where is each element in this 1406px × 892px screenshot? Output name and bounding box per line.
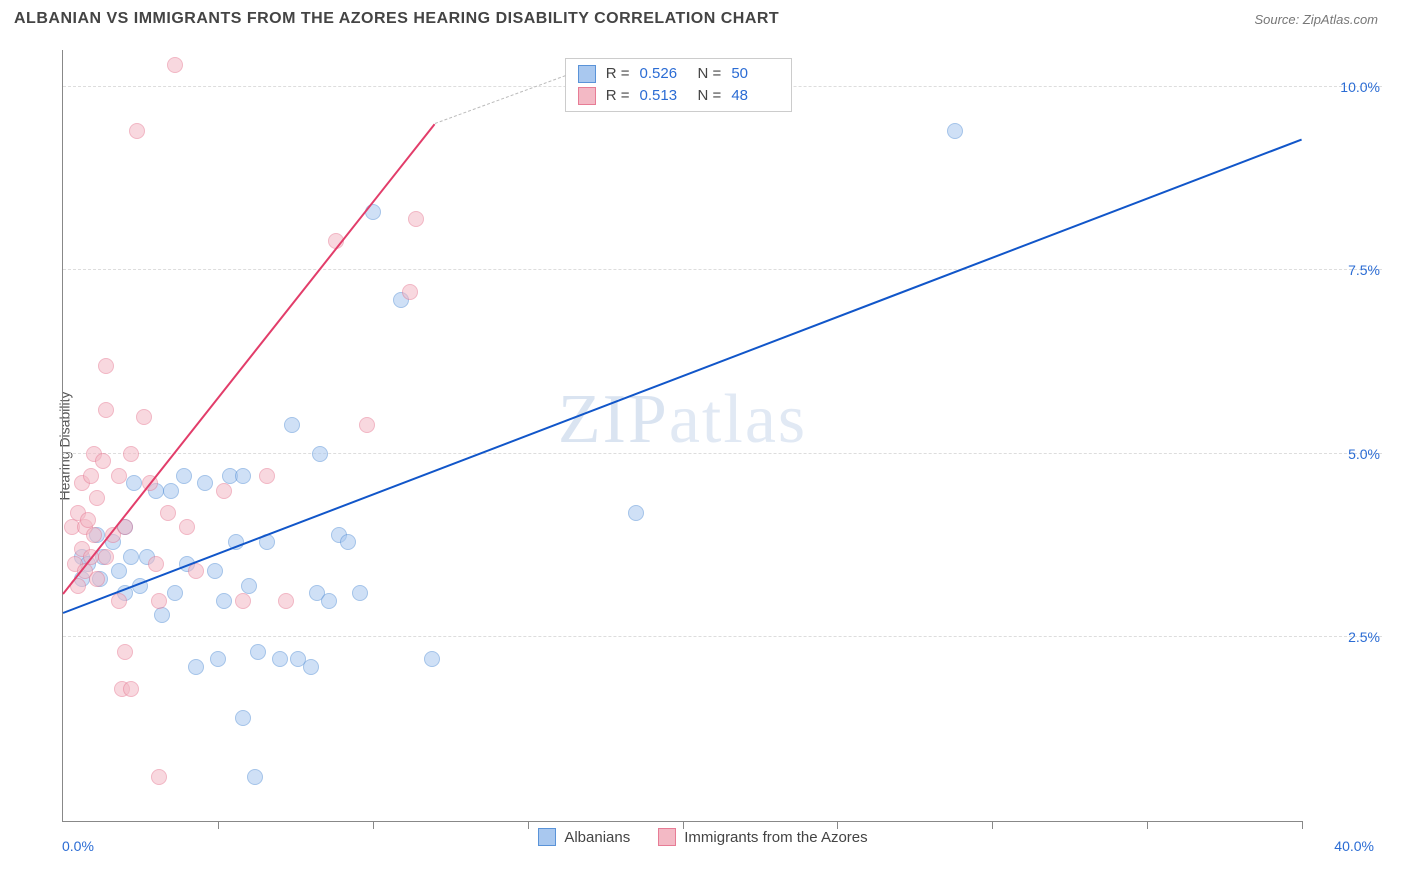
legend-swatch (538, 828, 556, 846)
data-point (424, 651, 440, 667)
data-point (111, 563, 127, 579)
data-point (148, 556, 164, 572)
legend-item: Immigrants from the Azores (658, 828, 867, 846)
chart-area: Hearing Disability ZIPatlas 2.5%5.0%7.5%… (14, 40, 1392, 852)
source-label: Source: ZipAtlas.com (1254, 12, 1378, 27)
data-point (352, 585, 368, 601)
data-point (117, 644, 133, 660)
data-point (947, 123, 963, 139)
gridline (63, 269, 1382, 270)
data-point (359, 417, 375, 433)
y-tick-label: 7.5% (1348, 262, 1380, 278)
y-tick-label: 5.0% (1348, 446, 1380, 462)
data-point (628, 505, 644, 521)
data-point (278, 593, 294, 609)
legend-label: Albanians (564, 829, 630, 846)
stat-n-label: N = (698, 87, 722, 104)
gridline (63, 636, 1382, 637)
data-point (167, 585, 183, 601)
data-point (241, 578, 257, 594)
data-point (176, 468, 192, 484)
data-point (123, 446, 139, 462)
data-point (216, 483, 232, 499)
data-point (123, 549, 139, 565)
stat-r-value: 0.526 (640, 65, 688, 82)
data-point (126, 475, 142, 491)
data-point (408, 211, 424, 227)
data-point (250, 644, 266, 660)
stat-n-value: 50 (731, 65, 779, 82)
data-point (111, 468, 127, 484)
data-point (235, 710, 251, 726)
data-point (197, 475, 213, 491)
connector-line (435, 76, 565, 125)
data-point (83, 468, 99, 484)
data-point (188, 563, 204, 579)
stats-row: R = 0.513 N = 48 (566, 85, 792, 107)
data-point (95, 453, 111, 469)
chart-title: ALBANIAN VS IMMIGRANTS FROM THE AZORES H… (14, 10, 779, 28)
stat-r-label: R = (606, 87, 630, 104)
stat-n-value: 48 (731, 87, 779, 104)
data-point (151, 769, 167, 785)
header: ALBANIAN VS IMMIGRANTS FROM THE AZORES H… (0, 0, 1406, 34)
legend-item: Albanians (538, 828, 630, 846)
data-point (216, 593, 232, 609)
data-point (247, 769, 263, 785)
y-tick-label: 2.5% (1348, 629, 1380, 645)
data-point (98, 549, 114, 565)
data-point (98, 358, 114, 374)
data-point (207, 563, 223, 579)
data-point (235, 468, 251, 484)
stat-r-label: R = (606, 65, 630, 82)
data-point (86, 527, 102, 543)
trend-line (62, 124, 435, 595)
data-point (259, 468, 275, 484)
data-point (136, 409, 152, 425)
data-point (272, 651, 288, 667)
data-point (321, 593, 337, 609)
data-point (80, 512, 96, 528)
data-point (154, 607, 170, 623)
data-point (123, 681, 139, 697)
data-point (235, 593, 251, 609)
stat-r-value: 0.513 (640, 87, 688, 104)
y-tick-label: 10.0% (1340, 79, 1380, 95)
legend-swatch (578, 87, 596, 105)
data-point (179, 519, 195, 535)
stats-row: R = 0.526 N = 50 (566, 63, 792, 85)
legend-swatch (658, 828, 676, 846)
data-point (98, 402, 114, 418)
data-point (129, 123, 145, 139)
watermark: ZIPatlas (558, 380, 807, 460)
data-point (89, 571, 105, 587)
data-point (210, 651, 226, 667)
data-point (111, 593, 127, 609)
plot-region: ZIPatlas 2.5%5.0%7.5%10.0%R =0.526N =50R… (62, 50, 1302, 822)
data-point (402, 284, 418, 300)
data-point (163, 483, 179, 499)
data-point (303, 659, 319, 675)
stats-box: R = 0.526 N = 50 R = 0.513 N = 48 (565, 58, 793, 112)
data-point (188, 659, 204, 675)
stat-n-label: N = (698, 65, 722, 82)
data-point (284, 417, 300, 433)
data-point (151, 593, 167, 609)
trend-line (63, 138, 1303, 613)
legend-swatch (578, 65, 596, 83)
data-point (167, 57, 183, 73)
data-point (312, 446, 328, 462)
gridline (63, 453, 1382, 454)
data-point (340, 534, 356, 550)
data-point (160, 505, 176, 521)
legend: Albanians Immigrants from the Azores (14, 828, 1392, 846)
legend-label: Immigrants from the Azores (684, 829, 867, 846)
data-point (89, 490, 105, 506)
